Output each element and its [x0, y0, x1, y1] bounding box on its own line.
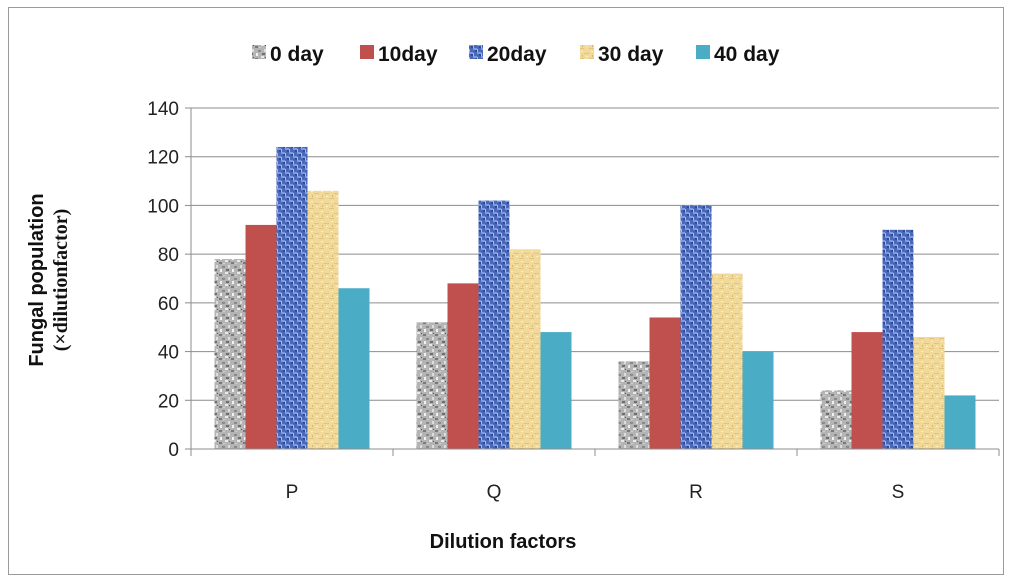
bar-s-10day — [851, 332, 883, 449]
y-axis-ticks: 0 20 40 60 80 100 120 140 — [147, 99, 191, 461]
bar-s-20day — [882, 229, 914, 449]
x-tick-label-s: S — [892, 482, 905, 503]
legend-label-0-day: 0 day — [270, 43, 324, 66]
y-axis-title: Fungal population (×dilutionfactor) — [26, 193, 72, 366]
legend-swatch-40-day — [696, 45, 710, 59]
y-tick-label-20: 20 — [158, 391, 179, 412]
legend-label-30-day: 30 day — [598, 43, 664, 66]
x-tick-label-p: P — [286, 482, 299, 503]
y-tick-label-100: 100 — [147, 196, 179, 217]
x-tick-label-q: Q — [487, 482, 502, 503]
y-tick-label-140: 140 — [147, 99, 179, 120]
bar-p-0-day — [214, 259, 246, 449]
chart-legend: 0 day 10day 20day 30 day 40 day — [252, 43, 780, 66]
y-tick-label-60: 60 — [158, 294, 179, 315]
bar-p-20day — [276, 146, 308, 449]
bar-p-40-day — [338, 288, 370, 449]
bar-p-10day — [245, 224, 277, 449]
y-axis-title-line2: (×dilutionfactor) — [50, 209, 72, 352]
bar-q-0-day — [416, 322, 448, 449]
bar-p-30-day — [307, 190, 339, 450]
legend-label-10day: 10day — [378, 43, 438, 66]
bar-chart: 0 day 10day 20day 30 day 40 day 0 20 40 60 8… — [26, 43, 1000, 553]
bar-q-40-day — [540, 332, 572, 449]
y-tick-label-40: 40 — [158, 343, 179, 364]
bar-s-0-day — [820, 390, 852, 449]
legend-item-30-day: 30 day — [580, 43, 664, 66]
legend-item-20day: 20day — [469, 43, 547, 66]
bar-s-40-day — [944, 395, 976, 449]
x-axis-ticks: P Q R S — [190, 449, 1000, 503]
bar-r-0-day — [618, 361, 650, 449]
bar-s-30-day — [913, 336, 945, 449]
legend-label-40-day: 40 day — [714, 43, 780, 66]
y-tick-label-80: 80 — [158, 245, 179, 266]
chart-frame: 0 day 10day 20day 30 day 40 day 0 20 40 60 8… — [8, 7, 1004, 575]
legend-swatch-20day — [469, 45, 483, 59]
legend-item-10day: 10day — [360, 43, 438, 66]
legend-swatch-30-day — [580, 45, 594, 59]
bar-q-20day — [478, 200, 510, 449]
bar-r-10day — [649, 317, 681, 449]
y-axis-title-line1: Fungal population — [26, 193, 48, 366]
legend-swatch-10day — [360, 45, 374, 59]
legend-item-40-day: 40 day — [696, 43, 780, 66]
bar-q-10day — [447, 283, 479, 449]
y-tick-label-0: 0 — [168, 440, 179, 461]
y-tick-label-120: 120 — [147, 148, 179, 169]
legend-label-20day: 20day — [487, 43, 547, 66]
bars — [214, 146, 976, 450]
bar-r-40-day — [742, 351, 774, 449]
x-tick-label-r: R — [689, 482, 703, 503]
x-axis-title: Dilution factors — [430, 531, 577, 553]
legend-swatch-0-day — [252, 45, 266, 59]
bar-r-30-day — [711, 273, 743, 449]
legend-item-0-day: 0 day — [252, 43, 324, 66]
bar-r-20day — [680, 205, 712, 449]
bar-q-30-day — [509, 249, 541, 449]
